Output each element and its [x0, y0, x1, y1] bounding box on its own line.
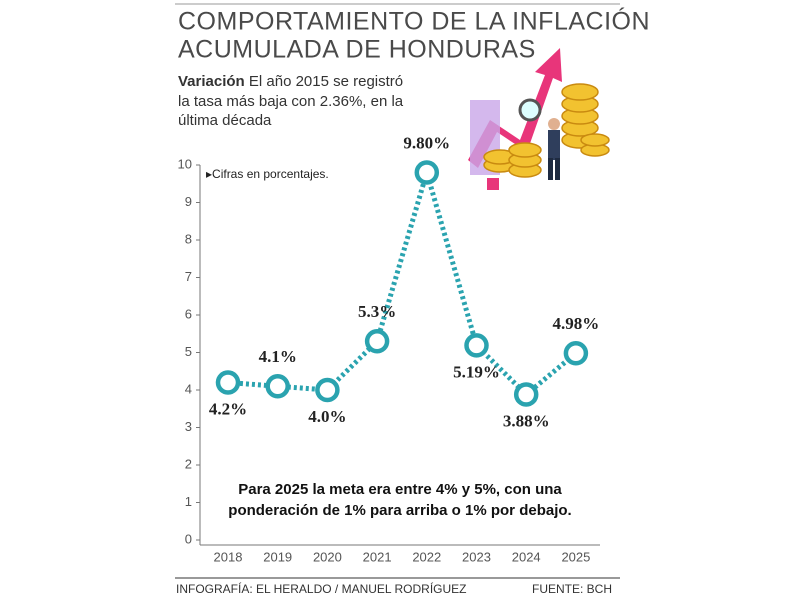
value-label: 4.98% — [553, 314, 600, 333]
y-tick-label: 10 — [178, 156, 192, 171]
illustration — [468, 48, 610, 190]
y-tick-label: 4 — [185, 381, 192, 396]
y-tick-label: 1 — [185, 494, 192, 509]
y-tick-label: 5 — [185, 344, 192, 359]
note: ▸Cifras en porcentajes. — [206, 167, 329, 181]
x-tick-label: 2022 — [412, 549, 441, 564]
subtitle-line: El año 2015 se registró — [249, 73, 403, 90]
value-label: 3.88% — [503, 411, 550, 430]
value-label: 5.19% — [453, 362, 500, 381]
y-tick-label: 9 — [185, 194, 192, 209]
chart-title: ACUMULADA DE HONDURAS — [178, 36, 536, 64]
x-tick-label: 2018 — [214, 549, 243, 564]
x-tick-label: 2025 — [561, 549, 590, 564]
point — [563, 341, 589, 366]
subtitle: Variación El año 2015 se registró — [178, 73, 403, 90]
x-tick-label: 2019 — [263, 549, 292, 564]
x-tick-label: 2023 — [462, 549, 491, 564]
value-label: 5.3% — [358, 302, 396, 321]
y-tick-label: 7 — [185, 269, 192, 284]
value-label: 9.80% — [403, 133, 450, 152]
point — [513, 382, 539, 407]
source: FUENTE: BCH — [532, 582, 612, 596]
x-tick-label: 2021 — [363, 549, 392, 564]
point — [265, 374, 290, 399]
annotation: ponderación de 1% para arriba o 1% por d… — [228, 502, 571, 519]
x-tick-label: 2024 — [512, 549, 541, 564]
x-tick-label: 2020 — [313, 549, 342, 564]
subtitle-line: última década — [178, 112, 272, 129]
value-label: 4.2% — [209, 399, 247, 418]
value-label: 4.1% — [259, 347, 297, 366]
y-tick-label: 3 — [185, 419, 192, 434]
chart-title: COMPORTAMIENTO DE LA INFLACIÓN — [178, 7, 650, 36]
annotation: Para 2025 la meta era entre 4% y 5%, con… — [238, 481, 562, 498]
credit: INFOGRAFÍA: EL HERALDO / MANUEL RODRÍGUE… — [176, 581, 466, 596]
point — [364, 329, 390, 354]
subtitle-line: la tasa más baja con 2.36%, en la — [178, 93, 404, 110]
y-tick-label: 6 — [185, 306, 192, 321]
point — [215, 370, 241, 395]
y-tick-label: 2 — [185, 456, 192, 471]
value-label: 4.0% — [308, 407, 346, 426]
point — [464, 333, 489, 358]
point — [315, 377, 340, 403]
subtitle-lead: Variación — [178, 73, 245, 90]
point — [414, 160, 440, 185]
y-tick-label: 8 — [185, 231, 192, 246]
y-tick-label: 0 — [185, 531, 192, 546]
